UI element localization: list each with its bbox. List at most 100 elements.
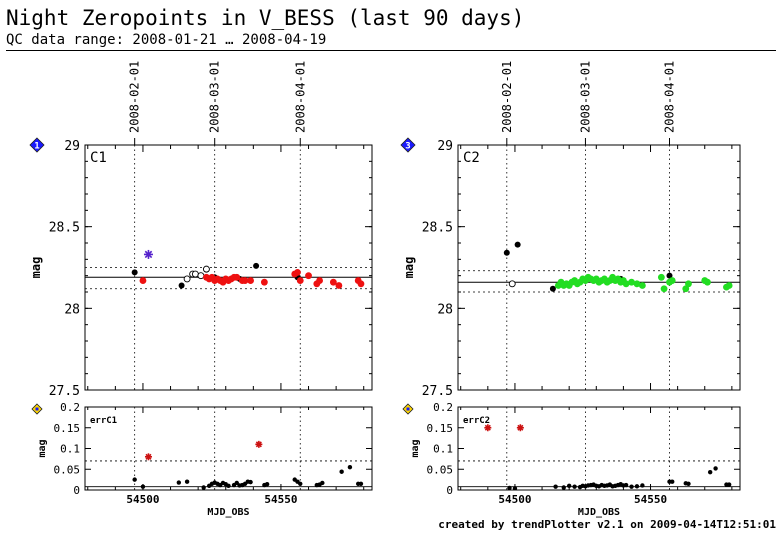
data-point	[339, 469, 344, 474]
data-point	[629, 484, 634, 489]
data-point	[132, 477, 137, 482]
data-point	[634, 484, 640, 489]
outlier-star-point	[143, 249, 153, 259]
data-point	[503, 249, 510, 256]
data-point	[726, 482, 732, 487]
data-point	[633, 280, 641, 288]
err-panel-label: errC2	[463, 416, 490, 426]
plot-frame	[84, 144, 373, 391]
data-point	[357, 280, 365, 288]
data-point	[201, 485, 206, 490]
date-tick-label: 2008-04-01	[663, 61, 677, 133]
err-y-tick-label: 0.1	[433, 443, 453, 456]
err-y-tick-label: 0.15	[427, 422, 454, 435]
date-tick-label: 2008-03-01	[578, 61, 592, 133]
data-point	[561, 485, 566, 490]
data-point	[140, 484, 146, 489]
data-point	[335, 282, 343, 289]
data-point	[514, 241, 521, 248]
data-point	[305, 272, 312, 280]
data-point	[202, 265, 210, 273]
data-point	[666, 272, 673, 279]
data-point	[178, 282, 185, 289]
data-point	[628, 278, 635, 286]
y-tick-label: 29	[64, 139, 80, 154]
data-point	[685, 280, 692, 288]
footer-credit: created by trendPlotter v2.1 on 2009-04-…	[438, 518, 776, 531]
y-tick-label: 29	[437, 139, 453, 154]
y-tick-label: 27.5	[422, 384, 453, 399]
data-point	[622, 280, 630, 288]
err-x-tick-label: 54500	[126, 493, 159, 506]
data-point	[572, 484, 577, 489]
y-tick-label: 28.5	[422, 221, 453, 236]
data-point	[686, 481, 691, 486]
date-tick-label: 2008-02-01	[128, 61, 142, 133]
data-point	[264, 481, 270, 487]
data-point	[638, 282, 646, 289]
data-point	[316, 277, 323, 284]
panel-label: C1	[90, 150, 107, 166]
data-point	[253, 262, 260, 269]
data-point	[260, 278, 268, 286]
data-point	[139, 277, 147, 284]
data-point	[713, 466, 718, 471]
data-point	[248, 479, 253, 485]
err-x-tick-label: 54500	[498, 493, 531, 506]
outlier-star-point	[255, 440, 263, 448]
outlier-star-point	[144, 453, 152, 461]
data-point	[197, 272, 205, 280]
err-y-axis-label: mag	[37, 439, 48, 457]
data-point	[512, 486, 518, 491]
data-point	[670, 479, 675, 484]
data-point	[294, 269, 301, 276]
data-point	[320, 480, 325, 486]
y-tick-label: 28.5	[49, 221, 80, 236]
outlier-star-point	[516, 424, 524, 432]
data-point	[623, 482, 629, 488]
data-point	[183, 275, 191, 283]
data-point	[347, 464, 353, 470]
data-point	[329, 278, 337, 286]
data-point	[241, 277, 249, 284]
data-point	[131, 269, 138, 276]
err-y-tick-label: 0.05	[54, 463, 81, 476]
data-point	[660, 285, 668, 293]
data-point	[640, 483, 645, 488]
panel-label: C2	[463, 150, 480, 166]
plot-frame	[457, 144, 741, 391]
data-point	[233, 273, 241, 281]
outlier-star-point	[484, 424, 492, 432]
panel-badge-icon	[400, 137, 416, 153]
data-point	[549, 285, 556, 292]
err-y-tick-label: 0.05	[427, 463, 454, 476]
panel-badge-icon-label: 1	[34, 142, 39, 152]
data-point	[566, 483, 572, 489]
data-point	[553, 484, 558, 489]
err-y-tick-label: 0.2	[433, 401, 453, 414]
err-y-tick-label: 0	[73, 484, 80, 497]
data-point	[184, 479, 190, 484]
x-axis-label: MJD_OBS	[207, 507, 249, 518]
err-y-tick-label: 0.2	[60, 401, 80, 414]
err-panel-badge-dot	[406, 407, 410, 411]
data-point	[176, 480, 182, 485]
err-panel-badge-dot	[35, 407, 39, 411]
title-divider	[6, 50, 776, 51]
panel-badge-icon	[29, 137, 45, 153]
data-point	[657, 273, 665, 281]
data-point	[668, 277, 676, 284]
date-tick-label: 2008-03-01	[208, 61, 222, 133]
data-point	[704, 278, 711, 286]
y-tick-label: 27.5	[49, 384, 80, 399]
date-tick-label: 2008-04-01	[293, 61, 307, 133]
data-point	[707, 469, 713, 475]
data-point	[191, 270, 199, 278]
data-point	[247, 277, 254, 284]
err-y-axis-label: mag	[410, 439, 421, 457]
data-point	[358, 481, 364, 486]
data-point	[226, 483, 231, 489]
data-point	[296, 277, 304, 284]
data-point	[508, 280, 516, 288]
